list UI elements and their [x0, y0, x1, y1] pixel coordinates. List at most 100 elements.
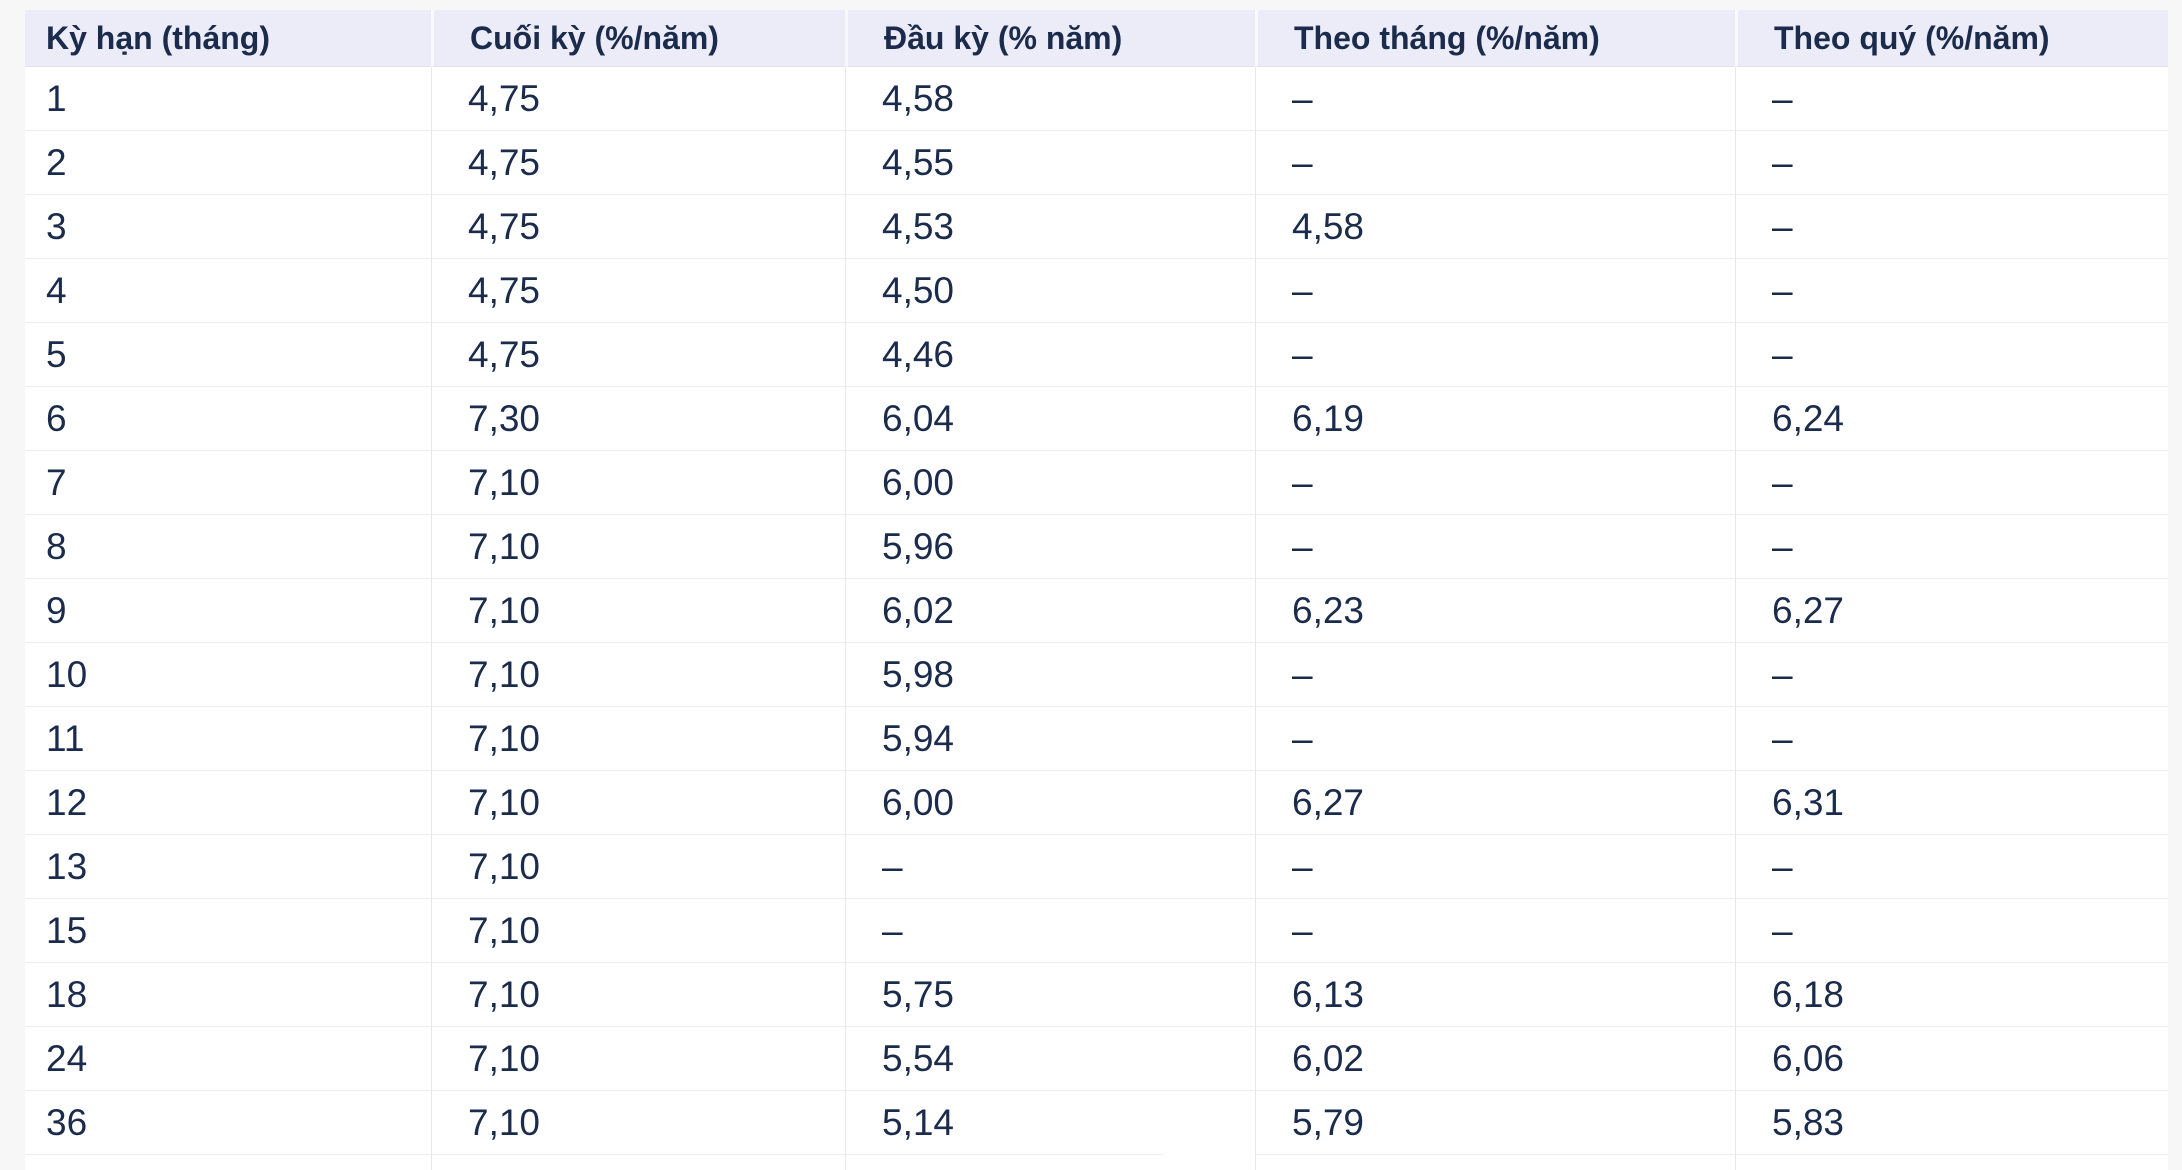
rate-cell: 6,27 — [1735, 579, 2168, 643]
rate-cell: – — [1735, 515, 2168, 579]
rate-cell: – — [1735, 323, 2168, 387]
table-row: 6 7,30 6,04 6,19 6,24 — [25, 387, 2168, 451]
rate-cell: – — [845, 899, 1255, 963]
rate-cell: 5,98 — [845, 643, 1255, 707]
term-cell: 36 — [25, 1091, 431, 1155]
rate-cell: – — [845, 835, 1255, 899]
rate-cell: 5,54 — [845, 1027, 1255, 1091]
rate-cell: 6,04 — [845, 387, 1255, 451]
rate-cell: 6,13 — [1255, 963, 1735, 1027]
rate-cell: 7,10 — [431, 707, 845, 771]
rate-cell: – — [1735, 67, 2168, 131]
rate-cell: – — [1735, 835, 2168, 899]
table-row: 1 4,75 4,58– – — [25, 67, 2168, 131]
term-cell: 7 — [25, 451, 431, 515]
rate-cell: – — [1255, 67, 1735, 131]
rate-cell: – — [1255, 131, 1735, 195]
table-row: 18 7,10 5,75 6,13 6,18 — [25, 963, 2168, 1027]
empty-cell — [1735, 1155, 2168, 1170]
table-row: 5 4,75 4,46– – — [25, 323, 2168, 387]
rate-cell: 5,83 — [1735, 1091, 2168, 1155]
rate-cell: – — [1735, 451, 2168, 515]
table-row: 8 7,10 5,96– – — [25, 515, 2168, 579]
rate-cell: 4,53 — [845, 195, 1255, 259]
term-cell: 8 — [25, 515, 431, 579]
term-cell: 13 — [25, 835, 431, 899]
rate-cell: – — [1255, 707, 1735, 771]
table-body: 1 4,75 4,58– –2 4,75 4,55– –3 4,75 4,53 4,58–4 4,7… — [25, 67, 2168, 1170]
term-cell: 5 — [25, 323, 431, 387]
empty-cell — [1255, 1155, 1735, 1170]
term-cell: 12 — [25, 771, 431, 835]
rate-cell: 7,10 — [431, 963, 845, 1027]
table-row: 2 4,75 4,55– – — [25, 131, 2168, 195]
rate-cell: 4,50 — [845, 259, 1255, 323]
rate-cell: 5,94 — [845, 707, 1255, 771]
rate-cell: – — [1735, 131, 2168, 195]
table-row: 24 7,10 5,54 6,02 6,06 — [25, 1027, 2168, 1091]
rate-cell: 7,10 — [431, 515, 845, 579]
rate-cell: 4,75 — [431, 259, 845, 323]
header-end-of-term: Cuối kỳ (%/năm) — [431, 10, 845, 67]
rate-cell: – — [1255, 451, 1735, 515]
rate-cell: 6,02 — [845, 579, 1255, 643]
empty-cell — [845, 1155, 1255, 1170]
rate-cell: 5,14 — [845, 1091, 1255, 1155]
term-cell: 6 — [25, 387, 431, 451]
rate-cell: 7,10 — [431, 1091, 845, 1155]
rate-cell: 7,10 — [431, 771, 845, 835]
rate-cell: 6,19 — [1255, 387, 1735, 451]
rate-cell: 4,55 — [845, 131, 1255, 195]
term-cell: 2 — [25, 131, 431, 195]
empty-cell — [431, 1155, 845, 1170]
rate-cell: 7,10 — [431, 643, 845, 707]
rate-cell: – — [1255, 259, 1735, 323]
rate-cell: 6,00 — [845, 451, 1255, 515]
table-row: 12 7,10 6,00 6,27 6,31 — [25, 771, 2168, 835]
rate-cell: 7,10 — [431, 835, 845, 899]
term-cell: 1 — [25, 67, 431, 131]
rate-cell: 6,23 — [1255, 579, 1735, 643]
header-quarterly: Theo quý (%/năm) — [1735, 10, 2168, 67]
header-start-of-term: Đầu kỳ (% năm) — [845, 10, 1255, 67]
rate-cell: 6,06 — [1735, 1027, 2168, 1091]
table-row: 36 7,10 5,14 5,79 5,83 — [25, 1091, 2168, 1155]
cutoff-overlay-notch — [1163, 1146, 1255, 1166]
table-row: 11 7,10 5,94– – — [25, 707, 2168, 771]
header-row: Kỳ hạn (tháng) Cuối kỳ (%/năm) Đầu kỳ (%… — [25, 10, 2168, 67]
rate-cell: 7,30 — [431, 387, 845, 451]
header-monthly: Theo tháng (%/năm) — [1255, 10, 1735, 67]
table-row: 4 4,75 4,50– – — [25, 259, 2168, 323]
rate-cell: 5,96 — [845, 515, 1255, 579]
rate-cell: 7,10 — [431, 899, 845, 963]
interest-rate-table: Kỳ hạn (tháng) Cuối kỳ (%/năm) Đầu kỳ (%… — [25, 10, 2168, 1170]
term-cell: 18 — [25, 963, 431, 1027]
rate-cell: 4,58 — [1255, 195, 1735, 259]
rate-cell: – — [1735, 643, 2168, 707]
table-row: 13 7,10– – – — [25, 835, 2168, 899]
rate-cell: 5,75 — [845, 963, 1255, 1027]
term-cell: 24 — [25, 1027, 431, 1091]
empty-cell — [25, 1155, 431, 1170]
rate-cell: – — [1735, 195, 2168, 259]
rate-cell: 4,58 — [845, 67, 1255, 131]
term-cell: 9 — [25, 579, 431, 643]
rate-cell: 4,75 — [431, 195, 845, 259]
cutoff-row — [25, 1155, 2168, 1170]
rate-cell: – — [1255, 835, 1735, 899]
rate-cell: 4,75 — [431, 67, 845, 131]
header-term-months: Kỳ hạn (tháng) — [25, 10, 431, 67]
rate-cell: – — [1255, 515, 1735, 579]
rate-cell: 4,75 — [431, 323, 845, 387]
rate-cell: – — [1735, 899, 2168, 963]
table-row: 10 7,10 5,98– – — [25, 643, 2168, 707]
rate-cell: 5,79 — [1255, 1091, 1735, 1155]
table-row: 9 7,10 6,02 6,23 6,27 — [25, 579, 2168, 643]
rate-cell: – — [1735, 707, 2168, 771]
term-cell: 3 — [25, 195, 431, 259]
rate-cell: 6,31 — [1735, 771, 2168, 835]
table-header: Kỳ hạn (tháng) Cuối kỳ (%/năm) Đầu kỳ (%… — [25, 10, 2168, 67]
rate-cell: 6,27 — [1255, 771, 1735, 835]
rate-cell: 6,02 — [1255, 1027, 1735, 1091]
rate-cell: 7,10 — [431, 1027, 845, 1091]
